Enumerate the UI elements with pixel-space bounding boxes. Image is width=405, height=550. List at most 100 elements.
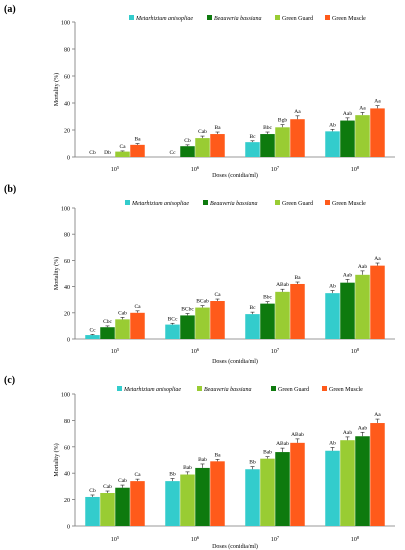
bar-significance-label: Bab	[183, 465, 192, 471]
bar-significance-label: Cbc	[103, 319, 112, 325]
bar-significance-label: ABab	[276, 282, 289, 288]
bar	[115, 319, 130, 339]
bar	[85, 335, 100, 339]
x-tick-label: 105	[111, 165, 120, 174]
bar	[180, 146, 195, 157]
bar-significance-label: Cb	[89, 150, 96, 156]
bar	[130, 481, 145, 526]
bar-significance-label: Cc	[169, 150, 176, 156]
bar	[290, 283, 305, 339]
bar	[370, 108, 385, 157]
legend-swatch	[117, 386, 122, 391]
y-axis-title: Mortality (%)	[53, 257, 60, 290]
legend-swatch	[129, 15, 134, 20]
bar	[325, 450, 340, 526]
bar-significance-label: Ca	[134, 472, 141, 478]
y-tick-label: 80	[64, 48, 70, 54]
legend-swatch	[325, 200, 330, 205]
x-tick-label: 106	[191, 347, 200, 356]
bar	[85, 496, 100, 526]
y-tick-label: 60	[64, 75, 70, 81]
bar	[180, 474, 195, 526]
legend-label: Metarhizium anisopliae	[135, 16, 193, 22]
y-tick-label: 20	[64, 129, 70, 135]
y-axis-title: Mortality (%)	[53, 73, 60, 106]
bar	[210, 301, 225, 339]
chart-panel-2: (b) 0 20 40 60 80 100 Mortality (%) Metarhizium …	[4, 184, 395, 365]
bar-significance-label: Aa	[374, 99, 381, 105]
bar-significance-label: Db	[104, 150, 111, 156]
bar	[370, 423, 385, 526]
x-tick-label: 106	[191, 535, 200, 544]
bar	[260, 134, 275, 157]
bar	[195, 307, 210, 339]
bar-significance-label: Bbc	[263, 125, 272, 131]
y-tick-label: 80	[64, 419, 70, 425]
legend-swatch	[271, 386, 276, 391]
bar	[325, 293, 340, 339]
y-tick-label: 40	[64, 472, 70, 478]
bar	[275, 127, 290, 157]
legend-swatch	[203, 200, 208, 205]
legend-label: Beauveria bassiana	[204, 387, 252, 393]
bar-significance-label: BCbc	[181, 306, 194, 312]
y-tick-label: 100	[61, 207, 70, 213]
chart-panel-3: (c) 0 20 40 60 80 100 Mortality (%) Metarhizium …	[4, 375, 395, 550]
bar-significance-label: Cab	[118, 310, 127, 316]
x-tick-label: 108	[351, 535, 360, 544]
legend-swatch	[275, 200, 280, 205]
bar	[130, 312, 145, 339]
bar	[210, 461, 225, 526]
legend-label: Green Muscle	[332, 16, 366, 22]
y-tick-label: 100	[61, 393, 70, 399]
bar-significance-label: Ca	[119, 144, 126, 150]
bar	[130, 144, 145, 157]
bar-significance-label: Cab	[198, 129, 207, 135]
bar-significance-label: ABab	[291, 432, 304, 438]
legend-label: Beauveria bassiana	[214, 16, 262, 22]
bar	[340, 440, 355, 526]
x-tick-label: 105	[111, 347, 120, 356]
x-axis-title: Doses (conidia/ml)	[212, 543, 258, 550]
bar	[100, 493, 115, 526]
x-axis-title: Doses (conidia/ml)	[212, 358, 258, 365]
legend-label: Green Muscle	[332, 201, 366, 207]
x-tick-label: 107	[271, 535, 280, 544]
legend-swatch	[322, 386, 327, 391]
bar-significance-label: Ab	[329, 122, 336, 128]
y-tick-label: 0	[67, 156, 70, 162]
legend-swatch	[325, 15, 330, 20]
y-tick-label: 40	[64, 285, 70, 291]
legend-swatch	[207, 15, 212, 20]
legend-label: Metarhizium anisopliae	[131, 201, 189, 207]
bar-significance-label: Aa	[359, 105, 366, 111]
x-tick-label: 108	[351, 347, 360, 356]
legend-label: Beauveria bassiana	[210, 201, 258, 207]
legend-label: Metarhizium anisopliae	[123, 387, 181, 393]
legend-label: Green Guard	[278, 387, 309, 393]
legend-label: Green Guard	[282, 16, 313, 22]
bar-significance-label: Cab	[118, 478, 127, 484]
bar-significance-label: Bb	[169, 471, 176, 477]
x-tick-label: 107	[271, 347, 280, 356]
legend-swatch	[275, 15, 280, 20]
bar	[290, 442, 305, 526]
bar-significance-label: ABab	[276, 441, 289, 447]
bar-significance-label: Ba	[134, 137, 141, 143]
x-tick-label: 105	[111, 535, 120, 544]
y-tick-label: 40	[64, 102, 70, 108]
bar-significance-label: BCab	[196, 299, 209, 305]
bar	[210, 134, 225, 157]
bar	[115, 151, 130, 157]
bar	[355, 115, 370, 157]
y-tick-label: 0	[67, 525, 70, 531]
legend-swatch	[125, 200, 130, 205]
y-tick-label: 60	[64, 445, 70, 451]
x-axis-title: Doses (conidia/ml)	[212, 172, 258, 179]
y-tick-label: 20	[64, 498, 70, 504]
panel-label: (a)	[4, 4, 16, 15]
bar	[340, 282, 355, 339]
bar-significance-label: Bgb	[278, 118, 287, 124]
bar-significance-label: Aab	[343, 430, 352, 436]
